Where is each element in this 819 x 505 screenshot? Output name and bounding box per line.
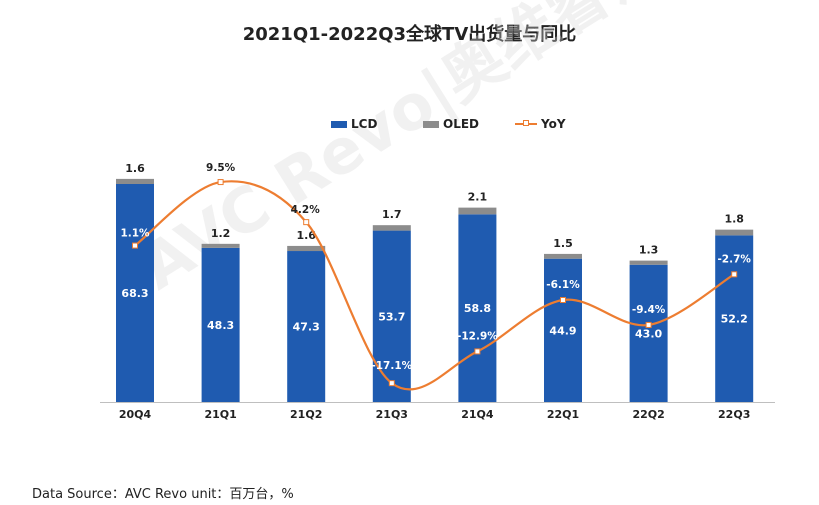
- data-label-lcd: 53.7: [378, 310, 405, 323]
- data-label-oled: 1.7: [382, 208, 402, 221]
- data-label-lcd: 48.3: [207, 319, 234, 332]
- data-label-oled: 1.3: [639, 244, 659, 257]
- yoy-point: [560, 297, 566, 303]
- bar-lcd: [287, 251, 326, 402]
- yoy-point: [731, 271, 738, 278]
- bar-oled: [372, 225, 411, 231]
- bar-lcd: [372, 230, 411, 402]
- bar-oled: [458, 207, 497, 215]
- bar-lcd: [544, 258, 582, 402]
- bar-oled: [715, 229, 754, 236]
- data-label-oled: 1.6: [125, 162, 145, 175]
- data-label-yoy: 9.5%: [206, 162, 236, 174]
- data-label-oled: 2.1: [468, 191, 488, 204]
- x-tick-label: 21Q4: [461, 408, 494, 421]
- bar-oled: [116, 178, 154, 184]
- legend-label-yoy: YoY: [541, 117, 566, 131]
- data-label-lcd: 47.3: [293, 321, 320, 334]
- bar-oled: [629, 260, 668, 265]
- bar-lcd: [458, 214, 497, 402]
- x-tick-label: 22Q3: [718, 408, 750, 421]
- yoy-line: [134, 180, 735, 391]
- data-label-lcd: 68.3: [121, 287, 148, 300]
- bar-oled: [201, 243, 240, 248]
- bar-oled: [544, 253, 582, 259]
- data-label-lcd: 52.2: [721, 313, 748, 326]
- x-tick-label: 21Q1: [204, 408, 236, 421]
- bar-lcd: [629, 264, 668, 402]
- data-label-yoy: -9.4%: [632, 304, 666, 316]
- yoy-point: [388, 380, 395, 387]
- data-label-oled: 1.6: [296, 229, 316, 242]
- yoy-point: [132, 242, 138, 249]
- data-label-yoy: -2.7%: [717, 253, 751, 265]
- legend-swatch-yoy: [515, 120, 537, 126]
- legend-label-oled: OLED: [443, 117, 480, 131]
- x-tick-label: 22Q2: [632, 408, 664, 421]
- data-label-lcd: 58.8: [464, 302, 491, 315]
- bar-lcd: [715, 235, 754, 402]
- data-label-yoy: -12.9%: [457, 330, 498, 342]
- source-note: Data Source：AVC Revo unit：百万台，%: [32, 487, 294, 502]
- legend-swatch-lcd: [331, 120, 347, 128]
- data-label-oled: 1.5: [553, 237, 573, 250]
- bar-lcd: [201, 247, 240, 402]
- yoy-point: [645, 321, 652, 328]
- legend-label-lcd: LCD: [351, 117, 378, 131]
- data-label-oled: 1.2: [211, 227, 231, 240]
- data-label-yoy: -17.1%: [371, 360, 412, 372]
- data-label-yoy: 4.2%: [291, 204, 321, 216]
- data-label-yoy: -6.1%: [546, 279, 580, 291]
- data-label-lcd: 44.9: [549, 324, 576, 337]
- bar-oled: [287, 245, 326, 252]
- legend-swatch-oled: [423, 120, 439, 128]
- x-tick-label: 21Q3: [376, 408, 408, 421]
- x-tick-label: 20Q4: [119, 408, 152, 421]
- legend-item-oled: OLED: [423, 116, 479, 132]
- yoy-point: [474, 348, 481, 355]
- legend-item-yoy: YoY: [515, 116, 566, 132]
- data-label-lcd: 43.0: [635, 327, 662, 340]
- yoy-point: [217, 179, 224, 186]
- data-label-yoy: 1.1%: [120, 228, 150, 240]
- x-tick-label: 21Q2: [290, 408, 322, 421]
- bar-lcd: [116, 184, 154, 402]
- chart-title: 2021Q1-2022Q3全球TV出货量与同比: [242, 24, 577, 45]
- x-tick-label: 22Q1: [547, 408, 579, 421]
- legend-item-lcd: LCD: [331, 116, 377, 132]
- data-label-oled: 1.8: [724, 213, 744, 226]
- yoy-point: [303, 219, 310, 226]
